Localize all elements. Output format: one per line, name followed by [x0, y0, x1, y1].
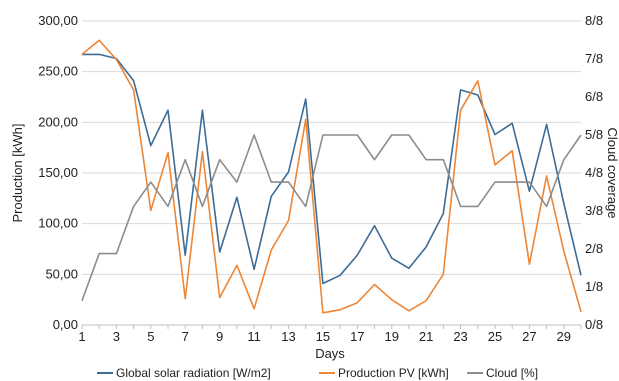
x-tick-label: 13 — [281, 329, 295, 344]
x-tick-label: 23 — [453, 329, 467, 344]
x-tick-label: 29 — [557, 329, 571, 344]
legend-label-radiation: Global solar radiation [W/m2] — [116, 366, 271, 380]
y-right-tick-label: 6/8 — [585, 89, 603, 104]
y-left-tick-label: 100,00 — [38, 216, 78, 231]
y-left-tick-label: 150,00 — [38, 165, 78, 180]
x-tick-label: 7 — [182, 329, 189, 344]
x-tick-label: 15 — [316, 329, 330, 344]
x-tick-label: 25 — [488, 329, 502, 344]
legend-label-cloud: Cloud [%] — [486, 366, 538, 380]
y-axis-left-title: Production [kWh] — [10, 124, 25, 223]
y-right-tick-label: 0/8 — [585, 317, 603, 332]
x-tick-label: 3 — [113, 329, 120, 344]
y-left-tick-label: 200,00 — [38, 114, 78, 129]
y-right-tick-label: 4/8 — [585, 165, 603, 180]
y-left-tick-label: 300,00 — [38, 13, 78, 28]
series-line-2 — [81, 134, 582, 301]
y-right-tick-label: 2/8 — [585, 241, 603, 256]
y-right-tick-label: 3/8 — [585, 203, 603, 218]
x-tick-label: 9 — [216, 329, 223, 344]
y-left-tick-label: 250,00 — [38, 64, 78, 79]
series-line-1 — [81, 39, 582, 314]
axes — [81, 324, 582, 329]
y-right-tick-label: 8/8 — [585, 13, 603, 28]
x-tick-label: 1 — [78, 329, 85, 344]
y-right-tick-label: 7/8 — [585, 51, 603, 66]
gridlines — [82, 20, 581, 275]
y-right-tick-label: 5/8 — [585, 127, 603, 142]
x-tick-label: 21 — [419, 329, 433, 344]
legend-label-production: Production PV [kWh] — [338, 366, 449, 380]
x-axis-title: Days — [315, 346, 345, 361]
series-line-0 — [82, 53, 582, 285]
y-axis-right-title: Cloud coverage — [605, 127, 619, 218]
x-tick-label: 5 — [147, 329, 154, 344]
y-left-tick-label: 50,00 — [45, 266, 78, 281]
x-tick-label: 27 — [522, 329, 536, 344]
x-tick-label: 11 — [247, 329, 261, 344]
x-tick-label: 19 — [384, 329, 398, 344]
legend: Global solar radiation [W/m2] Production… — [97, 366, 538, 380]
x-tick-label: 17 — [350, 329, 364, 344]
series-lines — [81, 39, 582, 314]
y-right-tick-label: 1/8 — [585, 279, 603, 294]
tick-labels: 0,00 50,00 100,00 150,00 200,00 250,00 300,00 0… — [38, 13, 603, 344]
y-left-tick-label: 0,00 — [53, 317, 78, 332]
